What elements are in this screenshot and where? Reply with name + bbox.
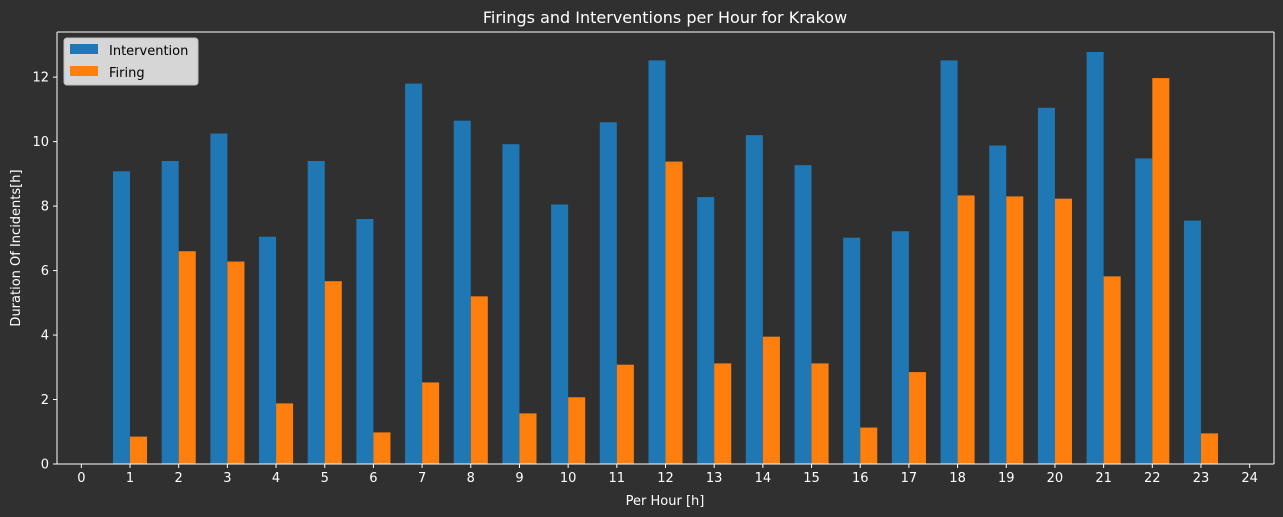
bar-firing-13 <box>714 363 732 464</box>
legend: Intervention Firing <box>63 37 199 86</box>
x-tick-label: 8 <box>467 471 475 486</box>
y-tick-label: 4 <box>41 329 49 344</box>
y-tick-label: 6 <box>41 264 49 279</box>
legend-swatch-intervention <box>70 44 98 54</box>
x-tick-label: 0 <box>77 471 85 486</box>
bar-intervention-14 <box>745 135 763 464</box>
legend-swatch-firing <box>70 66 98 76</box>
bar-intervention-9 <box>502 144 520 464</box>
x-tick-label: 6 <box>369 471 377 486</box>
y-axis-ticks: 0 2 4 6 8 10 12 <box>32 71 57 473</box>
x-tick-label: 2 <box>175 471 183 486</box>
x-tick-label: 21 <box>1095 471 1112 486</box>
bar-firing-16 <box>860 427 878 464</box>
bar-firing-20 <box>1054 198 1072 465</box>
bar-firing-21 <box>1103 276 1121 464</box>
y-tick-label: 10 <box>32 135 49 150</box>
bar-intervention-8 <box>453 120 471 464</box>
x-tick-label: 5 <box>321 471 329 486</box>
chart-title: Firings and Interventions per Hour for K… <box>483 8 847 27</box>
bar-firing-9 <box>519 413 537 464</box>
x-tick-label: 12 <box>657 471 674 486</box>
bar-intervention-20 <box>1037 107 1055 464</box>
x-tick-label: 20 <box>1047 471 1064 486</box>
x-tick-label: 14 <box>755 471 772 486</box>
y-tick-label: 2 <box>41 393 49 408</box>
bar-intervention-21 <box>1086 51 1104 465</box>
bar-intervention-7 <box>405 83 423 464</box>
bar-intervention-6 <box>356 218 374 464</box>
bar-intervention-5 <box>307 160 325 464</box>
bar-firing-10 <box>568 397 586 464</box>
bar-firing-1 <box>130 436 148 464</box>
bar-firing-23 <box>1200 433 1219 464</box>
bar-firing-17 <box>908 372 926 464</box>
x-tick-label: 18 <box>949 471 966 486</box>
y-tick-label: 12 <box>32 71 49 86</box>
x-tick-label: 17 <box>901 471 918 486</box>
bar-intervention-1 <box>112 171 131 464</box>
legend-label-intervention: Intervention <box>109 44 188 59</box>
bar-firing-15 <box>811 363 829 464</box>
x-tick-label: 23 <box>1193 471 1210 486</box>
bar-intervention-17 <box>891 231 909 464</box>
bar-firing-3 <box>227 261 245 464</box>
bar-firing-8 <box>470 296 488 464</box>
bar-firing-14 <box>762 336 780 464</box>
bar-firing-18 <box>957 195 975 464</box>
x-tick-label: 10 <box>560 471 577 486</box>
bar-firing-6 <box>373 432 391 464</box>
bar-firing-4 <box>276 403 294 464</box>
x-tick-label: 15 <box>803 471 820 486</box>
x-tick-label: 11 <box>609 471 626 486</box>
bar-firing-12 <box>665 161 683 464</box>
x-tick-label: 4 <box>272 471 280 486</box>
x-tick-label: 24 <box>1241 471 1258 486</box>
bar-firing-22 <box>1152 78 1170 464</box>
bar-intervention-13 <box>697 197 715 464</box>
y-axis-label: Duration Of Incidents[h] <box>9 169 24 326</box>
bar-intervention-10 <box>551 204 569 465</box>
y-tick-label: 0 <box>41 458 49 473</box>
bar-intervention-2 <box>161 160 179 464</box>
bar-firing-11 <box>616 364 634 464</box>
legend-label-firing: Firing <box>109 66 145 81</box>
bar-intervention-3 <box>210 133 228 465</box>
bar-intervention-12 <box>648 60 666 465</box>
bar-intervention-18 <box>940 60 958 465</box>
bar-firing-2 <box>178 251 196 464</box>
bar-intervention-23 <box>1183 220 1201 464</box>
y-tick-label: 8 <box>41 200 49 215</box>
bar-intervention-11 <box>599 122 617 465</box>
x-tick-label: 22 <box>1144 471 1161 486</box>
x-tick-label: 16 <box>852 471 869 486</box>
bar-firing-19 <box>1006 196 1024 465</box>
bar-intervention-16 <box>843 237 861 464</box>
bar-intervention-19 <box>989 145 1007 465</box>
x-axis-label: Per Hour [h] <box>626 494 705 509</box>
bar-intervention-22 <box>1135 158 1153 464</box>
bar-firing-5 <box>324 281 342 464</box>
bar-intervention-15 <box>794 165 812 464</box>
x-tick-label: 19 <box>998 471 1015 486</box>
x-tick-label: 7 <box>418 471 426 486</box>
x-tick-label: 13 <box>706 471 723 486</box>
bar-intervention-4 <box>259 236 277 464</box>
bars-group <box>112 51 1219 465</box>
x-tick-label: 3 <box>223 471 231 486</box>
x-tick-label: 9 <box>515 471 523 486</box>
x-axis-ticks: 0 1 2 3 4 5 6 7 8 9 10 11 12 13 14 15 16 17 18 19 20 21 22 23 24 <box>77 464 1258 486</box>
x-tick-label: 1 <box>126 471 134 486</box>
bar-firing-7 <box>422 382 440 464</box>
